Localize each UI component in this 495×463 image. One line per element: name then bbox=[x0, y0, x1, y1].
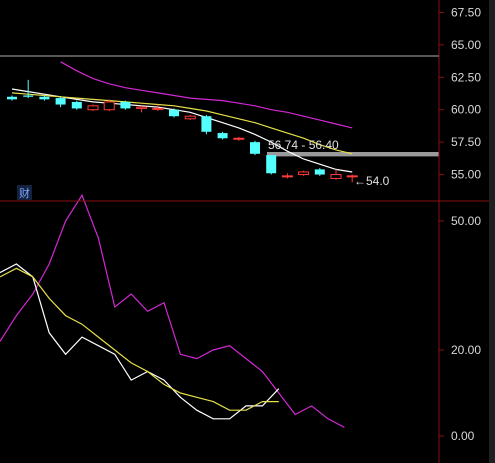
candle-body bbox=[298, 171, 310, 176]
price-tick-label: 65.00 bbox=[451, 38, 481, 52]
price-tick-label: 62.50 bbox=[451, 70, 481, 84]
candle-body bbox=[201, 116, 212, 132]
candle-body bbox=[314, 169, 325, 175]
ma-line-2 bbox=[11, 92, 353, 155]
price-tick-label: 57.50 bbox=[451, 135, 481, 149]
candle-body bbox=[281, 175, 293, 178]
ma-line-1 bbox=[11, 88, 353, 173]
candle-body bbox=[152, 107, 164, 110]
finance-icon: 财 bbox=[19, 186, 30, 200]
price-range-band bbox=[267, 151, 439, 157]
candle-body bbox=[23, 95, 34, 97]
indicator-line-1 bbox=[0, 193, 345, 428]
candle-body bbox=[120, 101, 131, 109]
finance-icon-bg bbox=[17, 185, 32, 200]
candle-body bbox=[7, 96, 17, 100]
price-tick-label: 67.50 bbox=[451, 5, 481, 19]
last-price-annotation: ←54.0 bbox=[354, 174, 390, 188]
indicator-tick-label: 20.00 bbox=[451, 343, 481, 357]
range-annotation: 56.74 - 56.40 bbox=[268, 138, 339, 152]
candle-body bbox=[71, 101, 82, 109]
indicator-tick-label: 0.00 bbox=[451, 429, 475, 443]
candle-body bbox=[266, 155, 277, 174]
candle-body bbox=[103, 101, 115, 111]
indicator-line-3 bbox=[0, 267, 279, 411]
price-tick-label: 60.00 bbox=[451, 103, 481, 117]
ma-line-3 bbox=[60, 61, 353, 129]
candle-body bbox=[184, 115, 196, 120]
candle-body bbox=[346, 175, 358, 178]
candle-body bbox=[55, 98, 66, 105]
candle-body bbox=[330, 174, 342, 179]
candle-body bbox=[217, 133, 228, 139]
candle-body bbox=[250, 142, 260, 154]
candle-body bbox=[87, 105, 99, 111]
price-panel: 55.00 57.50 60.00 62.50 65.00 67.50 56.74 - 56… bbox=[7, 5, 481, 200]
candle-body bbox=[136, 106, 148, 109]
price-tick-label: 55.00 bbox=[451, 168, 481, 182]
candle-body bbox=[169, 109, 179, 117]
indicator-line-2 bbox=[0, 263, 280, 420]
candle-body bbox=[233, 137, 245, 140]
right-edge-strip bbox=[489, 0, 495, 463]
indicator-tick-label: 50.00 bbox=[451, 214, 481, 228]
candle-body bbox=[39, 96, 50, 100]
indicator-panel: 0.00 20.00 50.00 bbox=[0, 193, 481, 443]
